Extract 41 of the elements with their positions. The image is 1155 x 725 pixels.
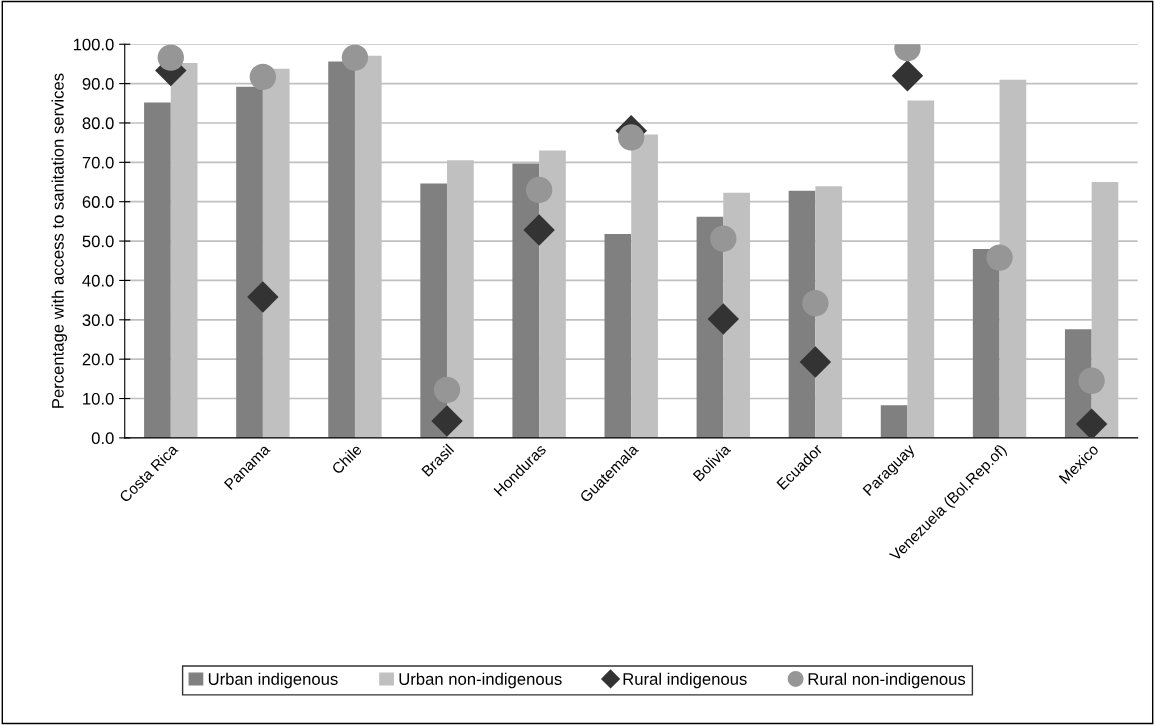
point <box>431 405 463 437</box>
legend-label: Urban non-indigenous <box>399 672 562 689</box>
y-tick-label: 70.0 <box>82 156 114 169</box>
y-tick-label: 0.0 <box>91 432 114 445</box>
point <box>247 281 279 313</box>
point <box>802 290 829 317</box>
point <box>1078 367 1105 395</box>
y-tick-label: 30.0 <box>82 314 114 326</box>
y-axis-title: Percentage with access to sanitation services <box>51 73 68 408</box>
y-tick-label: 90.0 <box>82 77 114 90</box>
y-tick-label: 50.0 <box>82 235 114 248</box>
bar <box>972 248 1000 438</box>
y-tick-label: 80.0 <box>82 117 114 130</box>
point <box>525 176 553 204</box>
bar <box>604 233 632 438</box>
y-tick-label: 100.0 <box>73 38 114 51</box>
point <box>799 346 832 378</box>
point <box>710 225 737 252</box>
legend-label: Urban indigenous <box>208 672 338 689</box>
y-tick-label: 20.0 <box>82 353 114 366</box>
point <box>433 376 461 404</box>
bar <box>144 102 171 438</box>
bar <box>328 61 355 438</box>
point <box>1075 408 1108 438</box>
bar <box>236 86 263 438</box>
legend-label: Rural non-indigenous <box>808 672 966 689</box>
bar <box>420 183 448 438</box>
point <box>986 244 1013 271</box>
point <box>157 44 184 71</box>
bar <box>512 163 540 438</box>
point <box>618 124 645 151</box>
y-tick-label: 10.0 <box>83 392 114 405</box>
point <box>523 214 555 246</box>
bar <box>880 405 908 438</box>
point <box>341 44 369 71</box>
point <box>707 303 740 335</box>
y-tick-label: 60.0 <box>82 196 114 208</box>
point <box>249 63 277 91</box>
legend-label: Rural indigenous <box>623 672 747 689</box>
y-tick-label: 40.0 <box>82 274 114 287</box>
point <box>891 60 924 92</box>
